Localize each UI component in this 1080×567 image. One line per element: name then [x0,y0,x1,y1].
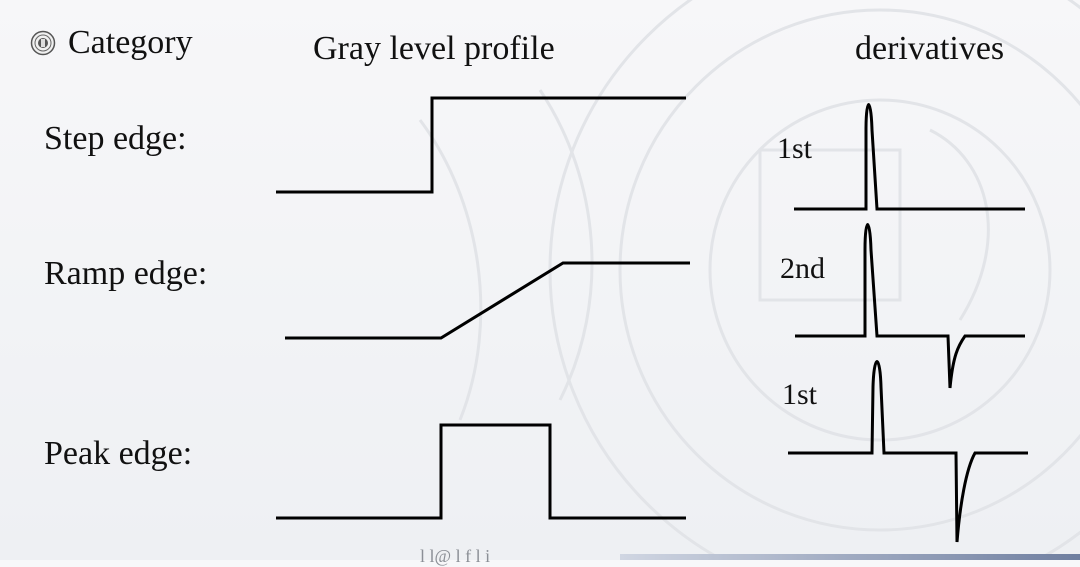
category-heading: Category [68,24,193,61]
step-edge-label: Step edge: [44,120,187,157]
step-edge-profile [276,96,686,194]
university-seal-icon [30,30,56,56]
peak-first-derivative-curve [788,360,1028,543]
ramp-second-derivative-curve [795,223,1025,389]
second-derivative-label-ramp: 2nd [780,252,825,285]
profile-heading: Gray level profile [313,30,555,67]
peak-edge-label: Peak edge: [44,435,193,472]
footer-email-text: l l@ l f l i [420,546,491,566]
step-first-derivative-curve [794,103,1025,211]
ramp-edge-label: Ramp edge: [44,255,208,292]
category-bullet: Category [30,26,193,60]
peak-edge-profile [276,423,686,520]
first-derivative-label-peak: 1st [782,378,818,411]
ramp-edge-profile [285,261,690,340]
footer-accent-rule [620,554,1080,560]
derivatives-heading: derivatives [855,30,1005,67]
first-derivative-label-step: 1st [777,132,813,165]
